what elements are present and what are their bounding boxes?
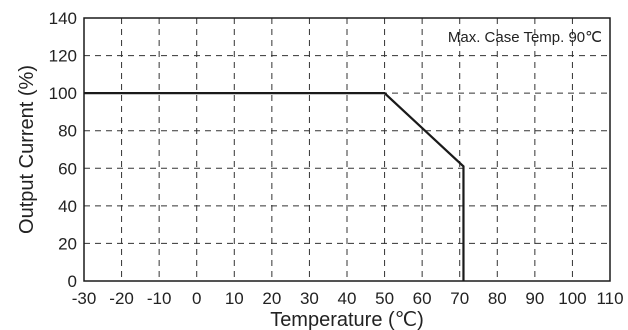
y-tick-label: 80: [58, 122, 77, 141]
x-tick-label: 40: [338, 289, 357, 308]
x-tick-label: 10: [225, 289, 244, 308]
x-tick-label: -10: [147, 289, 172, 308]
y-tick-label: 0: [68, 272, 77, 291]
x-tick-label: 100: [558, 289, 586, 308]
x-tick-label: 20: [262, 289, 281, 308]
y-axis-title: Output Current (%): [16, 65, 38, 234]
y-axis-tick-labels: 0 20 40 60 80 100 120 140: [49, 9, 77, 291]
x-tick-label: 0: [192, 289, 201, 308]
y-tick-label: 60: [58, 159, 77, 178]
series-line: [84, 92, 465, 281]
x-tick-label: 30: [300, 289, 319, 308]
x-axis-tick-labels: -30 -20 -10 0 10 20 30 40 50 60 70 80 90 100 110: [72, 289, 624, 308]
grid-lines: [84, 18, 610, 281]
x-tick-label: 70: [450, 289, 469, 308]
y-tick-label: 140: [49, 9, 77, 28]
x-tick-label: -20: [109, 289, 134, 308]
x-tick-label: 110: [596, 289, 623, 308]
plot-area-frame: [83, 17, 611, 282]
y-tick-label: 100: [49, 84, 77, 103]
y-tick-label: 120: [49, 47, 77, 66]
y-tick-label: 20: [58, 234, 77, 253]
x-tick-label: 60: [413, 289, 432, 308]
x-tick-label: -30: [72, 289, 97, 308]
x-tick-label: 50: [375, 289, 394, 308]
x-tick-label: 80: [488, 289, 507, 308]
max-case-temp-annotation: Max. Case Temp. 90℃: [448, 29, 602, 46]
x-tick-label: 90: [525, 289, 544, 308]
x-axis-title: Temperature (℃): [270, 309, 424, 330]
y-tick-label: 40: [58, 197, 77, 216]
series-group: [84, 92, 465, 281]
